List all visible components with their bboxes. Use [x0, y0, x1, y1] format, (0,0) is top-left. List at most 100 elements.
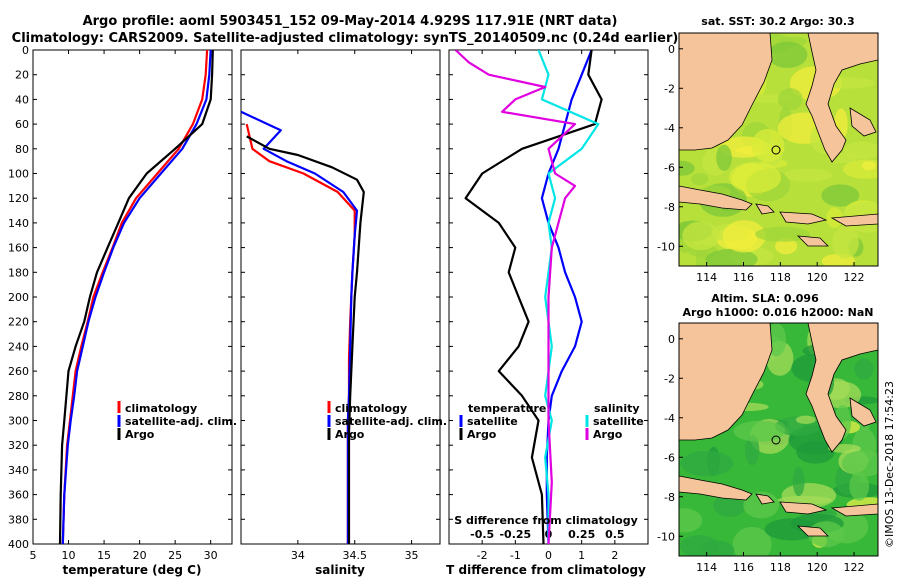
- map-color-patch: [843, 141, 878, 160]
- lon-tick-label: 122: [844, 271, 865, 284]
- lat-tick-label: -2: [664, 82, 675, 95]
- lon-tick-label: 122: [844, 561, 865, 574]
- y-tick-label: 240: [8, 340, 29, 353]
- salinity-legend: climatology satellite-adj. clim. Argo: [327, 401, 447, 441]
- lat-tick-label: -8: [664, 201, 675, 214]
- lat-tick-label: -2: [664, 372, 675, 385]
- salinity-axes-frame: [240, 49, 441, 545]
- lat-tick-label: 0: [668, 43, 675, 56]
- sst-landmass: [679, 33, 878, 247]
- y-tick-label: 160: [8, 242, 29, 255]
- lat-tick-label: 0: [668, 333, 675, 346]
- map-color-patch: [841, 450, 878, 477]
- sst-map-title: sat. SST: 30.2 Argo: 30.3: [701, 15, 854, 28]
- x-tick-label: 10: [62, 549, 76, 562]
- legend-label-argo: Argo: [125, 428, 155, 441]
- legend-title-temperature: temperature: [468, 402, 546, 415]
- y-tick-label: 260: [8, 365, 29, 378]
- legend-label-argo: Argo: [335, 428, 365, 441]
- lon-tick-label: 114: [696, 271, 717, 284]
- flores-land: [830, 213, 878, 227]
- y-tick-label: 380: [8, 513, 29, 526]
- flores-land: [830, 503, 878, 517]
- y-tick-label: 360: [8, 489, 29, 502]
- map-color-patch: [713, 494, 746, 517]
- sla-landmass: [679, 323, 878, 537]
- map-color-patch: [679, 160, 695, 176]
- legend-label-sal-argo: Argo: [593, 428, 623, 441]
- sulawesi-land: [805, 33, 878, 163]
- salinity-panel: 34 34.5 35 salinity climatology satellite-…: [240, 49, 447, 577]
- lon-tick-label: 116: [733, 561, 754, 574]
- series-line-satellite-adj-clim-: [61, 50, 212, 544]
- map-color-patch: [778, 88, 803, 111]
- temperature-panel: 0 20 40 60 80 100 120 140 160 180 200 220 240 260 280 3…: [8, 44, 237, 577]
- map-color-patch: [716, 144, 732, 171]
- map-color-patch: [705, 248, 758, 266]
- figure-title-line1: Argo profile: aoml 5903451_152 09-May-20…: [83, 14, 618, 29]
- y-tick-label: 220: [8, 316, 29, 329]
- lat-tick-label: -8: [664, 491, 675, 504]
- bali-lombok-land: [755, 203, 775, 215]
- sla-map: Altim. SLA: 0.096 Argo h1000: 0.016 h200…: [657, 292, 879, 574]
- x-tick-label: 1: [578, 549, 585, 562]
- map-color-patch: [854, 358, 874, 380]
- legend-label-sal-satellite: satellite: [593, 415, 644, 428]
- y-tick-label: 80: [15, 143, 29, 156]
- x-tick-label: 20: [133, 549, 147, 562]
- x-tick-label: 34: [291, 549, 305, 562]
- difference-panel: -2 -1 0 1 2 -0.5 -0.25 0 0.25 0.5 S difference f…: [446, 49, 649, 577]
- map-color-patch: [832, 225, 859, 259]
- legend-title-salinity: salinity: [594, 402, 640, 415]
- map-color-patch: [732, 526, 772, 556]
- map-color-patch: [733, 420, 786, 442]
- map-color-patch: [767, 41, 808, 68]
- legend-label-climatology: climatology: [125, 402, 197, 415]
- map-color-patch: [775, 237, 798, 255]
- x-tick-label: -1: [510, 549, 521, 562]
- y-tick-label: 300: [8, 415, 29, 428]
- sla-map-title-line1: Altim. SLA: 0.096: [711, 292, 819, 305]
- map-color-patch: [695, 245, 710, 266]
- map-color-patch: [691, 173, 709, 186]
- series-line-salinity-argo: [454, 50, 577, 544]
- sumbawa-land: [779, 211, 828, 225]
- x-tick-label: 0: [545, 549, 552, 562]
- lon-tick-label: 120: [807, 561, 828, 574]
- x-tick-label: 34.5: [342, 549, 367, 562]
- lat-tick-label: -4: [664, 122, 675, 135]
- lat-tick-label: -10: [657, 240, 675, 253]
- sulawesi-southeast-arm: [849, 107, 877, 137]
- x-tick-label: 15: [97, 549, 111, 562]
- lon-tick-label: 114: [696, 561, 717, 574]
- series-line-climatology: [61, 50, 209, 544]
- map-color-patch: [796, 440, 835, 464]
- s-difference-axis-label: S difference from climatology: [454, 514, 638, 527]
- sla-map-frame: [678, 322, 879, 557]
- lon-tick-label: 120: [807, 271, 828, 284]
- legend-label-temp-satellite: satellite: [467, 415, 518, 428]
- borneo-land: [679, 33, 773, 151]
- temperature-diff-legend: temperature satellite Argo: [459, 402, 546, 441]
- bali-lombok-land: [755, 493, 775, 505]
- sst-map-frame: [678, 32, 879, 267]
- map-color-patch: [745, 435, 760, 466]
- x-tick-label: 35: [405, 549, 419, 562]
- series-line-climatology: [245, 123, 356, 544]
- x-tick-label: -2: [477, 549, 488, 562]
- figure-title-line2: Climatology: CARS2009. Satellite-adjuste…: [12, 31, 679, 46]
- salinity-xlabel: salinity: [315, 563, 365, 577]
- argo-location-marker: [771, 145, 781, 155]
- sumbawa-land: [779, 501, 828, 515]
- x-tick-label: 25: [168, 549, 182, 562]
- series-line-argo: [58, 50, 214, 544]
- sumba-land: [796, 235, 829, 247]
- map-color-patch: [792, 466, 805, 497]
- y-tick-label: 40: [15, 93, 29, 106]
- legend-label-temp-argo: Argo: [467, 428, 497, 441]
- y-tick-label: 60: [15, 118, 29, 131]
- map-color-patch: [849, 471, 869, 501]
- y-tick-label: 100: [8, 168, 29, 181]
- lat-tick-label: -6: [664, 451, 675, 464]
